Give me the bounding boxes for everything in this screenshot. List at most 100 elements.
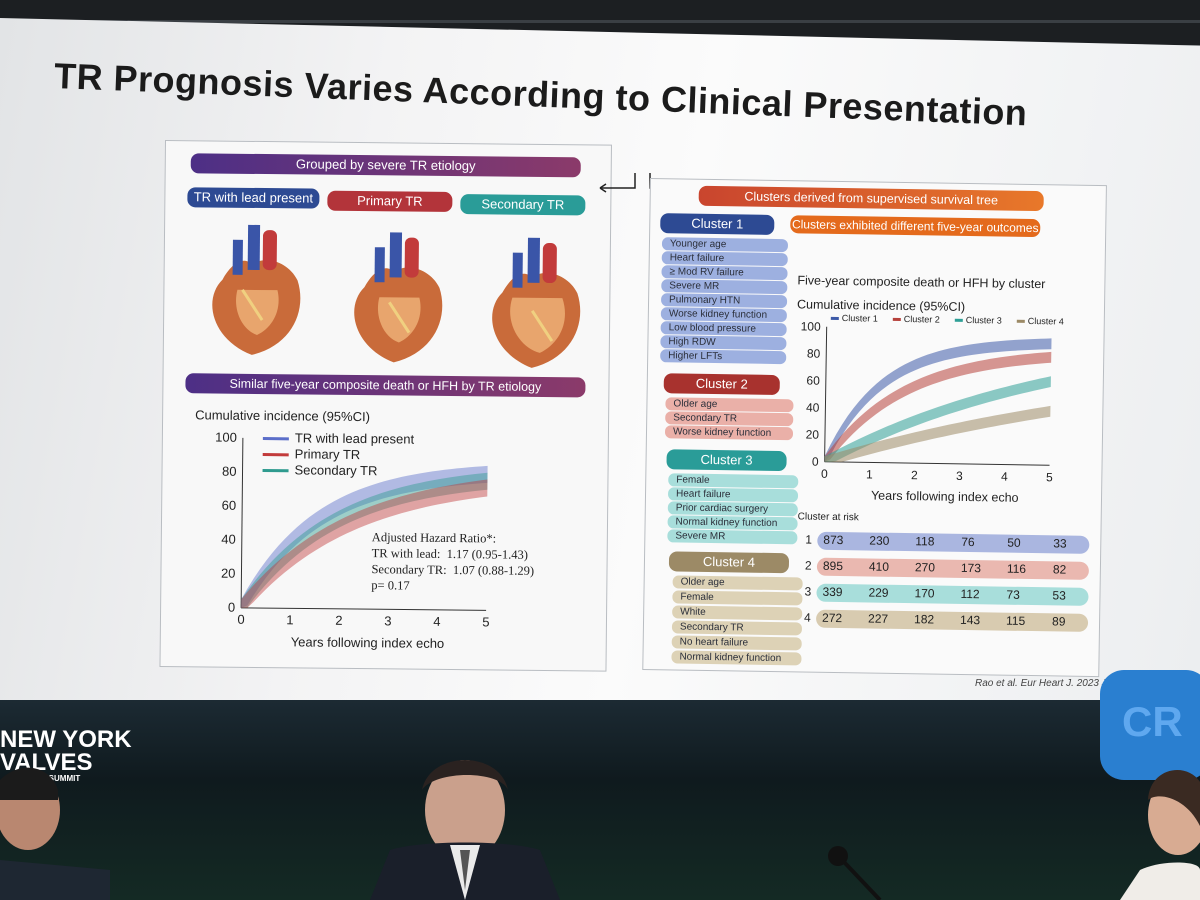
left-ytick-label: 40 bbox=[221, 532, 236, 547]
legend-swatch-secondary bbox=[262, 469, 289, 473]
right-ytick-label: 20 bbox=[806, 427, 820, 441]
risk-cell: 272 bbox=[822, 610, 843, 626]
risk-cell: 170 bbox=[914, 586, 935, 601]
right-legend-label: Cluster 1 bbox=[842, 313, 878, 324]
right-curve-cluster-4 bbox=[824, 405, 1051, 463]
right-ytick-label: 40 bbox=[806, 400, 820, 414]
risk-cell: 89 bbox=[1051, 614, 1066, 629]
legend-primary: Primary TR bbox=[294, 446, 361, 463]
risk-row-id: 2 bbox=[804, 558, 812, 573]
risk-row: 873 230 118 76 50 33 bbox=[817, 531, 1090, 554]
group-secondary: Secondary TR bbox=[460, 194, 586, 216]
right-ytick-label: 100 bbox=[801, 319, 822, 333]
citation: Rao et al. Eur Heart J. 2023 Jun bbox=[975, 678, 1118, 689]
right-xtick-label: 1 bbox=[866, 467, 873, 481]
cluster-3-label: Cluster 3 bbox=[666, 449, 787, 472]
group-primary: Primary TR bbox=[327, 190, 453, 213]
risk-cell: 173 bbox=[960, 560, 982, 576]
cluster-trait: Older age bbox=[665, 397, 794, 413]
cluster-panel: Clusters derived from supervised surviva… bbox=[642, 178, 1107, 678]
right-legend-swatch bbox=[892, 317, 901, 321]
left-curve-secondary bbox=[241, 472, 488, 608]
group-lead: TR with lead present bbox=[187, 187, 320, 209]
right-ytick-label: 0 bbox=[812, 455, 819, 469]
grouped-header: Grouped by severe TR etiology bbox=[190, 153, 581, 178]
hr-secondary-label: Secondary TR: bbox=[371, 562, 447, 577]
risk-cell: 143 bbox=[959, 612, 981, 628]
risk-cell: 115 bbox=[1005, 613, 1026, 628]
left-km-chart: 0 20 40 60 80 100 0 1 2 3 4 5 bbox=[215, 430, 490, 630]
right-legend-swatch bbox=[954, 318, 963, 322]
legend-swatch-primary bbox=[262, 453, 289, 457]
left-xtick-label: 1 bbox=[286, 612, 293, 627]
hr-lead-label: TR with lead: bbox=[371, 546, 441, 561]
speaker-person-center bbox=[370, 760, 560, 900]
cluster-trait: Younger age bbox=[661, 237, 789, 253]
risk-cell: 76 bbox=[961, 534, 975, 550]
event-logo-line3: ART SUMMIT bbox=[30, 774, 81, 783]
left-ytick-label: 80 bbox=[222, 464, 237, 479]
clusters-subheader: Clusters exhibited different five-year o… bbox=[790, 215, 1041, 238]
risk-cell: 73 bbox=[1006, 587, 1020, 602]
corner-logo-text: CR bbox=[1122, 698, 1183, 745]
right-legend-swatch bbox=[1016, 319, 1025, 323]
cluster-trait: Normal kidney function bbox=[671, 650, 802, 666]
left-xlabel: Years following index echo bbox=[290, 634, 445, 651]
left-ytick-label: 60 bbox=[222, 498, 237, 513]
clusters-header: Clusters derived from supervised surviva… bbox=[698, 185, 1044, 212]
risk-cell: 112 bbox=[960, 586, 980, 602]
risk-cell: 50 bbox=[1007, 535, 1021, 550]
left-curve-lead bbox=[241, 465, 488, 608]
right-ytick-label: 80 bbox=[807, 346, 821, 360]
right-xtick-label: 4 bbox=[1001, 470, 1008, 484]
hr-title: Adjusted Hazard Ratio*: bbox=[371, 530, 497, 546]
risk-cell: 270 bbox=[914, 560, 936, 575]
etiology-panel: Grouped by severe TR etiology TR with le… bbox=[159, 140, 612, 672]
risk-cell: 230 bbox=[869, 533, 890, 548]
right-legend-swatch bbox=[830, 316, 839, 320]
cluster-2-label: Cluster 2 bbox=[663, 373, 780, 396]
risk-cell: 339 bbox=[822, 584, 843, 600]
right-legend-label: Cluster 3 bbox=[966, 315, 1002, 326]
left-xtick-label: 4 bbox=[433, 614, 440, 629]
microphone bbox=[828, 846, 882, 900]
risk-row-id: 4 bbox=[804, 610, 811, 625]
left-xtick-label: 3 bbox=[384, 613, 391, 628]
risk-cell: 33 bbox=[1053, 536, 1067, 551]
risk-row-id: 1 bbox=[805, 532, 813, 547]
risk-cell: 895 bbox=[822, 558, 844, 574]
right-ytick-label: 60 bbox=[806, 373, 820, 387]
cluster-trait: No heart failure bbox=[671, 635, 802, 651]
risk-row: 339 229 170 112 73 53 bbox=[816, 583, 1089, 606]
right-chart-title: Five-year composite death or HFH by clus… bbox=[797, 273, 1046, 292]
risk-table-title: Cluster at risk bbox=[797, 511, 859, 524]
left-legend: TR with lead present Primary TR Secondar… bbox=[262, 430, 414, 480]
heart-lead-illustration bbox=[212, 224, 301, 355]
legend-lead: TR with lead present bbox=[294, 430, 415, 447]
risk-cell: 182 bbox=[913, 612, 935, 627]
similar-header: Similar five-year composite death or HFH… bbox=[185, 373, 586, 398]
risk-cell: 53 bbox=[1052, 588, 1066, 603]
risk-cell: 116 bbox=[1006, 561, 1027, 576]
legend-secondary: Secondary TR bbox=[294, 462, 378, 479]
audience-person-right bbox=[1120, 770, 1200, 900]
cluster-trait: Prior cardiac surgery bbox=[667, 501, 798, 517]
cluster-trait: White bbox=[672, 605, 803, 621]
cluster-trait: Secondary TR bbox=[671, 620, 803, 636]
p-value: p= 0.17 bbox=[371, 578, 410, 593]
right-xtick-label: 0 bbox=[821, 467, 828, 481]
cluster-trait: Normal kidney function bbox=[667, 515, 798, 531]
cluster-trait: Severe MR bbox=[667, 529, 798, 545]
left-x-axis bbox=[241, 607, 487, 611]
cluster-trait: Severe MR bbox=[661, 279, 788, 295]
right-curve-cluster-3 bbox=[824, 376, 1051, 462]
cluster-trait: Higher LFTs bbox=[660, 349, 787, 365]
cluster-trait: Female bbox=[668, 473, 799, 489]
cluster-trait: Worse kidney function bbox=[664, 425, 794, 441]
risk-cell: 410 bbox=[868, 559, 890, 574]
left-xtick-label: 2 bbox=[335, 613, 342, 628]
cluster-trait: Older age bbox=[672, 575, 803, 591]
event-logo-line1: NEW YORK bbox=[0, 726, 132, 753]
cluster-trait: High RDW bbox=[660, 335, 787, 351]
cluster-trait: Heart failure bbox=[661, 251, 788, 267]
